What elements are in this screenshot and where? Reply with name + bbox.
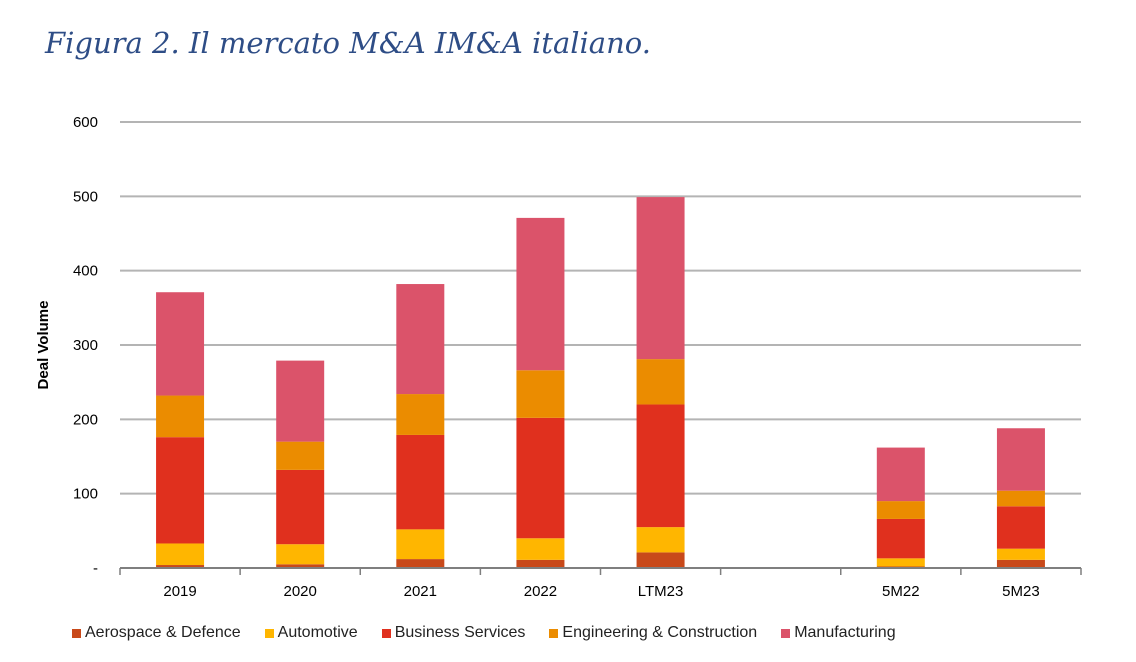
gridlines [120, 121, 1081, 495]
bar-segment [276, 564, 325, 568]
bar-segment [156, 565, 205, 568]
legend-label: Manufacturing [794, 624, 896, 641]
chart-legend: Aerospace & Defence Automotive Business Se… [72, 624, 920, 642]
bar-segment [276, 469, 325, 545]
y-tick-label: 100 [73, 486, 98, 503]
y-tick-label: - [93, 560, 98, 577]
bar-segment [636, 359, 685, 405]
bar-segment [396, 394, 445, 435]
legend-label: Automotive [277, 624, 358, 641]
legend-item: Engineering & Construction [549, 624, 757, 642]
bar-segment [636, 527, 685, 553]
bar-segment [156, 543, 205, 566]
bar-segment [996, 559, 1045, 568]
bar-segment [636, 197, 685, 360]
x-tick-label: 2021 [404, 583, 437, 600]
x-axis: 2019 2020 2021 2022 LTM23 5M22 5M23 [119, 567, 1082, 600]
y-tick-label: 400 [73, 263, 98, 280]
bar-stacks [156, 197, 1045, 568]
bar-segment [996, 428, 1045, 491]
bar-segment [876, 518, 925, 559]
legend-swatch [549, 628, 559, 638]
legend-swatch [781, 628, 791, 638]
bar-segment [636, 404, 685, 528]
bar-segment [156, 395, 205, 438]
legend-label: Aerospace & Defence [85, 624, 241, 641]
y-tick-label: 200 [73, 411, 98, 428]
x-tick-label: 5M22 [882, 583, 920, 600]
x-tick-label: 2020 [284, 583, 317, 600]
bar-segment [156, 437, 205, 544]
bar-segment [996, 506, 1045, 549]
legend-item: Manufacturing [781, 624, 896, 642]
bar-segment [276, 441, 325, 470]
bar-segment [516, 217, 565, 371]
x-tick-label: 2019 [163, 583, 196, 600]
bar-segment [156, 292, 205, 396]
bar-segment [396, 559, 445, 568]
bar-segment [276, 544, 325, 565]
chart-title: Figura 2. Il mercato M&A IM&A italiano. [45, 26, 651, 60]
bar-segment [396, 434, 445, 530]
y-tick-label: 500 [73, 188, 98, 205]
bar-segment [516, 370, 565, 418]
y-tick-label: 300 [73, 337, 98, 354]
bar-segment [276, 360, 325, 442]
bar-segment [516, 417, 565, 539]
bar-segment [516, 559, 565, 568]
legend-label: Business Services [394, 624, 526, 641]
legend-item: Business Services [381, 624, 526, 642]
x-tick-label: 2022 [524, 583, 557, 600]
legend-swatch [381, 628, 391, 638]
legend-swatch [264, 628, 274, 638]
bar-segment [876, 501, 925, 519]
bar-segment [396, 529, 445, 560]
y-tick-label: 600 [73, 114, 98, 131]
legend-label: Engineering & Construction [562, 624, 758, 641]
legend-item: Aerospace & Defence [72, 624, 241, 642]
x-tick-label: LTM23 [638, 583, 684, 600]
bar-segment [996, 490, 1045, 507]
bar-segment [396, 284, 445, 395]
bar-segment [516, 538, 565, 560]
bar-segment [876, 558, 925, 567]
y-axis-label: Deal Volume [35, 301, 52, 390]
bar-segment [876, 447, 925, 502]
bar-segment [996, 548, 1045, 560]
bar-segment [636, 552, 685, 568]
y-axis: 600 500 400 300 200 100 - [73, 114, 98, 577]
legend-item: Automotive [264, 624, 358, 642]
legend-swatch [72, 628, 81, 638]
x-tick-label: 5M23 [1002, 583, 1040, 600]
